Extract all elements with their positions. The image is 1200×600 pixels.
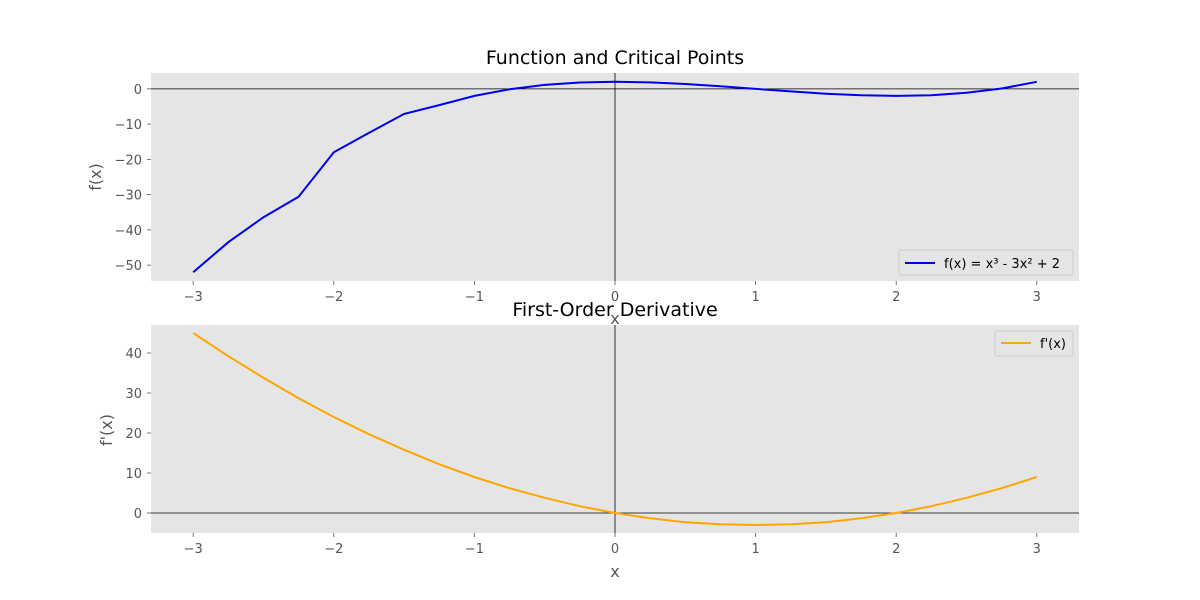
function-series-line — [192, 80, 1037, 273]
derivative-series-line — [192, 332, 1038, 527]
derivative-x-tick-label: 3 — [1033, 542, 1041, 557]
function-y-tick-label: −30 — [115, 189, 142, 204]
function-legend-label: f(x) = x³ - 3x² + 2 — [944, 257, 1060, 272]
function-y-tick-label: −40 — [115, 224, 142, 239]
derivative-x-tick-label: 2 — [892, 542, 900, 557]
derivative-legend-label: f'(x) — [1040, 337, 1066, 352]
function-x-tick-label: −3 — [184, 290, 203, 305]
derivative-x-tick-label: −2 — [324, 542, 343, 557]
derivative-subplot: −3 −2 −1 0 1 2 3 0 10 20 30 40 First-Order Derivat… — [97, 299, 1079, 581]
function-subplot: −3 −2 −1 0 1 2 3 0−10−20−30−40−50 Function and… — [86, 47, 1079, 328]
derivative-x-tick-label: −1 — [465, 542, 484, 557]
derivative-x-tick-label: 1 — [751, 542, 759, 557]
function-x-tick-label: −1 — [465, 290, 484, 305]
function-x-tick-label: 2 — [892, 290, 900, 305]
function-x-tick-label: 0 — [611, 290, 619, 305]
derivative-y-tick-label: 20 — [125, 427, 142, 442]
function-y-axis-label: f(x) — [86, 163, 105, 191]
function-legend-box — [898, 249, 1074, 276]
function-x-tick-label: 1 — [751, 290, 759, 305]
derivative-legend-box — [994, 330, 1074, 357]
function-y-tick-label: −20 — [115, 153, 142, 168]
function-y-tick-label: −50 — [115, 259, 142, 274]
derivative-legend: f'(x) — [994, 330, 1074, 357]
derivative-y-axis-label: f'(x) — [97, 414, 116, 446]
derivative-y-tick-label: 30 — [125, 387, 142, 402]
function-chart-title: Function and Critical Points — [486, 47, 744, 69]
function-x-tick-label: 3 — [1033, 290, 1041, 305]
function-legend: f(x) = x³ - 3x² + 2 — [898, 249, 1074, 276]
function-x-tick-label: −2 — [324, 290, 343, 305]
derivative-x-tick-label: −3 — [184, 542, 203, 557]
derivative-y-tick-label: 10 — [125, 467, 142, 482]
derivative-y-tick-label: 40 — [125, 347, 142, 362]
derivative-y-tick-label: 0 — [134, 507, 142, 522]
derivative-chart-title: First-Order Derivative — [512, 299, 717, 321]
function-x-axis-label: x — [610, 309, 619, 328]
derivative-x-tick-label: 0 — [611, 542, 619, 557]
function-y-tick-label: −10 — [115, 118, 142, 133]
function-y-tick-label: 0 — [134, 83, 142, 98]
derivative-x-axis-label: x — [610, 562, 619, 581]
